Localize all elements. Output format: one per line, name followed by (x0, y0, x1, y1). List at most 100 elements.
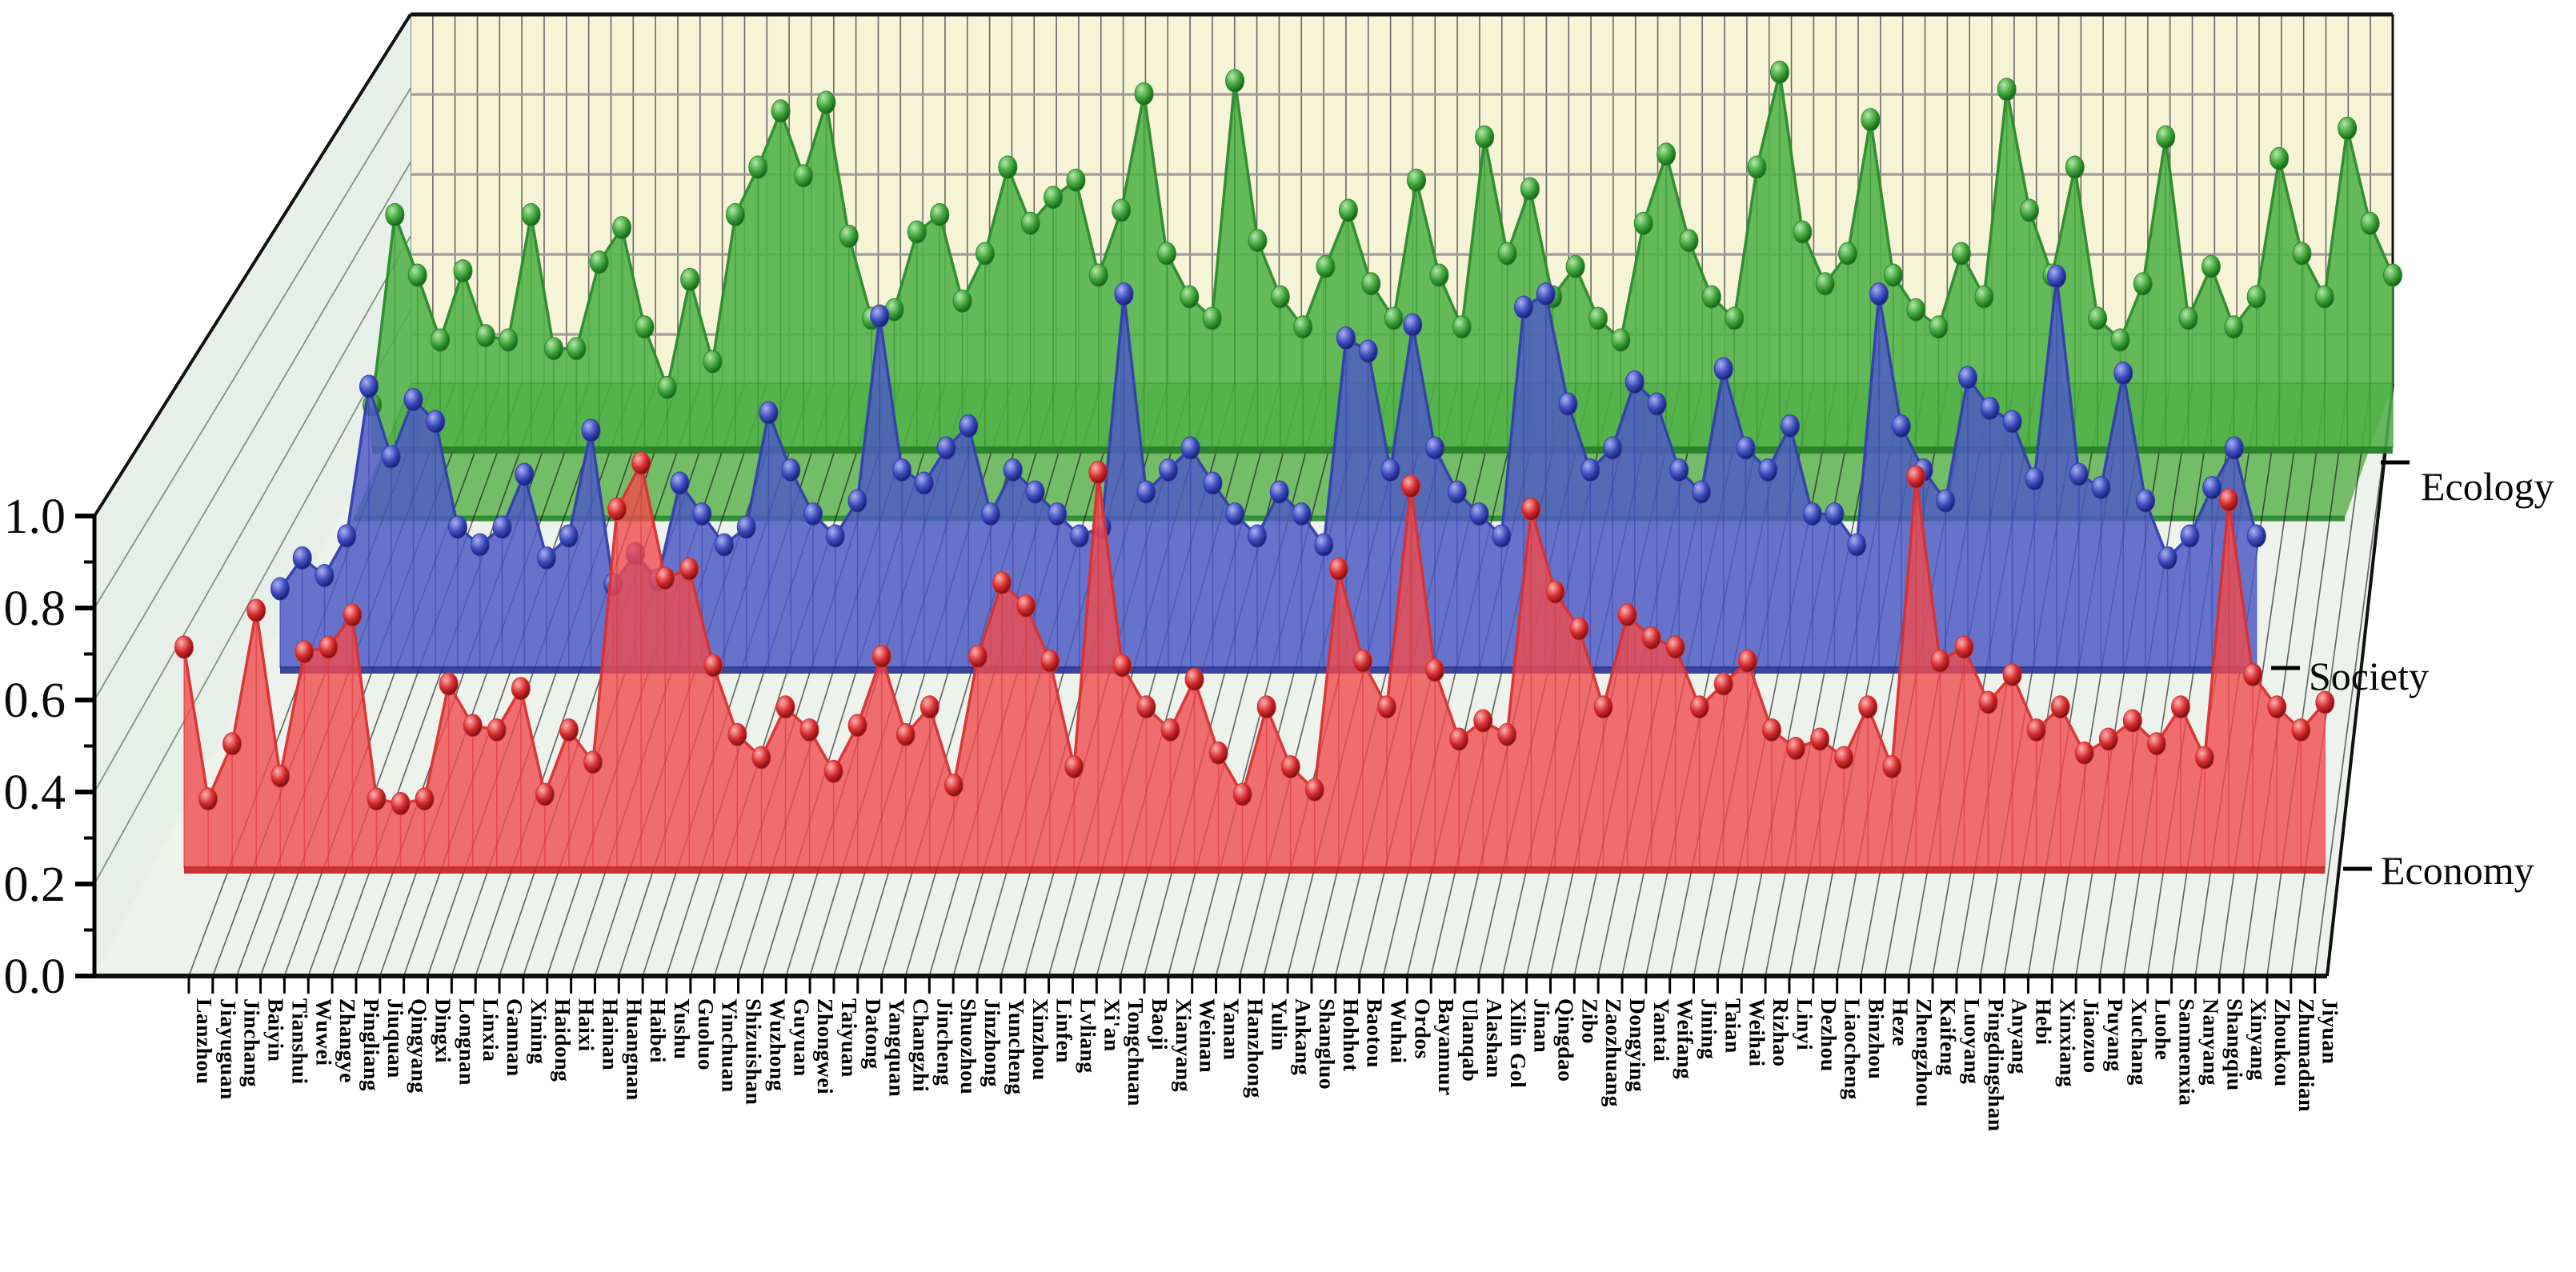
left-wall-gridline (94, 310, 411, 885)
ecology-data-point-marker (657, 375, 677, 399)
ecology-data-point-marker (475, 324, 495, 348)
city-label: Ordos (1410, 998, 1435, 1059)
ecology-data-point-marker (612, 216, 632, 240)
city-label: Qingdao (1553, 998, 1578, 1082)
ecology-data-point-marker (1611, 328, 1631, 352)
economy-data-point-marker (2074, 741, 2094, 765)
economy-data-point-marker (655, 566, 675, 590)
society-data-point-marker (1736, 436, 1756, 460)
ecology-data-point-marker (771, 99, 791, 123)
society-data-point-marker (492, 515, 512, 539)
society-data-point-marker (1603, 436, 1622, 460)
ecology-data-point-marker (2292, 242, 2312, 266)
economy-data-point-marker (1617, 603, 1637, 627)
ecology-data-point-marker (1588, 306, 1608, 330)
economy-data-point-marker (1473, 709, 1493, 733)
city-label: Yuncheng (1004, 998, 1029, 1095)
economy-data-point-marker (1810, 727, 1830, 751)
ecology-data-point-marker (1815, 272, 1835, 296)
city-label: Xinxiang (2055, 998, 2080, 1087)
economy-data-point-marker (1280, 755, 1300, 778)
city-label: Yushu (670, 998, 695, 1059)
economy-data-point-marker (1112, 654, 1132, 678)
city-label: Rizhao (1769, 998, 1793, 1067)
society-data-point-marker (1159, 458, 1178, 482)
series-label: Ecology (2421, 464, 2554, 509)
society-data-point-marker (892, 458, 911, 482)
city-label: Wuzhong (765, 998, 790, 1091)
economy-data-point-marker (1232, 782, 1252, 806)
city-label: Jinan (1530, 998, 1555, 1053)
society-data-point-marker (692, 502, 712, 526)
ecology-data-point-marker (543, 337, 563, 361)
society-data-point-marker (1980, 397, 2000, 420)
ecology-data-point-marker (2178, 306, 2198, 330)
ecology-data-point-marker (1793, 220, 1813, 244)
society-data-point-marker (1425, 436, 1444, 460)
ecology-data-point-marker (1180, 285, 1200, 309)
society-data-point-marker (2202, 476, 2222, 499)
ecology-data-point-marker (1361, 272, 1381, 296)
city-label: Dingxi (431, 998, 456, 1063)
society-data-point-marker (959, 414, 979, 438)
city-label: Liaocheng (1841, 998, 1865, 1100)
economy-data-point-marker (463, 714, 483, 738)
floor-hatch-line (379, 383, 590, 977)
ecology-data-point-marker (499, 328, 519, 352)
economy-data-point-marker (1641, 626, 1661, 650)
society-data-point-marker (1514, 295, 1533, 319)
society-data-point-marker (1358, 339, 1378, 363)
ecology-data-point-marker (2338, 116, 2358, 140)
economy-data-point-marker (1497, 722, 1517, 746)
y-tick-label: 1.0 (4, 490, 66, 544)
society-data-point-marker (847, 489, 867, 513)
society-data-point-marker (2025, 467, 2045, 490)
society-data-point-marker (936, 436, 956, 460)
city-label: Haixi (575, 998, 599, 1052)
economy-data-point-marker (487, 718, 507, 742)
ecology-data-point-marker (1701, 285, 1721, 309)
society-data-point-marker (715, 533, 734, 557)
society-data-point-marker (537, 546, 556, 570)
economy-data-point-marker (415, 787, 435, 811)
ecology-data-point-marker (680, 267, 700, 291)
society-data-point-marker (337, 524, 357, 548)
economy-data-point-marker (1352, 649, 1372, 673)
ecology-data-point-marker (1497, 242, 1517, 266)
ecology-data-point-marker (1929, 315, 1949, 339)
floor-hatch-line (666, 383, 857, 977)
y-tick-label: 0.0 (4, 950, 66, 1004)
city-label: Linxia (479, 998, 503, 1062)
ecology-data-point-marker (998, 155, 1018, 179)
ecology-data-point-marker (1906, 298, 1926, 322)
city-label: Xinyang (2246, 998, 2271, 1081)
economy-data-point-marker (847, 714, 867, 738)
city-label: Taian (1721, 998, 1745, 1054)
ecology-data-point-marker (1020, 211, 1040, 235)
city-label: Alashan (1482, 998, 1507, 1078)
society-data-point-marker (1647, 392, 1667, 416)
ecology-data-point-marker (1679, 229, 1699, 253)
economy-data-point-marker (559, 718, 579, 742)
city-label: Jiuquan (383, 998, 408, 1078)
city-label: Dezhou (1817, 998, 1841, 1072)
economy-data-point-marker (775, 695, 795, 719)
city-label: Bayannur (1434, 998, 1459, 1096)
city-label: Guoluo (694, 998, 719, 1070)
city-label: Kaifeng (1936, 998, 1961, 1076)
ecology-data-point-marker (1202, 306, 1222, 330)
ecology-data-point-marker (748, 155, 768, 179)
economy-baseline (184, 866, 2326, 874)
economy-data-point-marker (2026, 718, 2046, 742)
city-label: Linfen (1052, 998, 1077, 1063)
society-data-point-marker (1958, 366, 1977, 390)
city-label: Jiayuguan (216, 998, 241, 1100)
city-label: Jining (1697, 998, 1722, 1059)
city-label: Hohhot (1339, 998, 1364, 1072)
ecology-data-point-marker (1270, 285, 1290, 309)
economy-data-point-marker (270, 764, 290, 788)
city-label: Haidong (551, 998, 575, 1082)
society-data-point-marker (1003, 458, 1023, 482)
floor-hatch-line (642, 383, 835, 977)
